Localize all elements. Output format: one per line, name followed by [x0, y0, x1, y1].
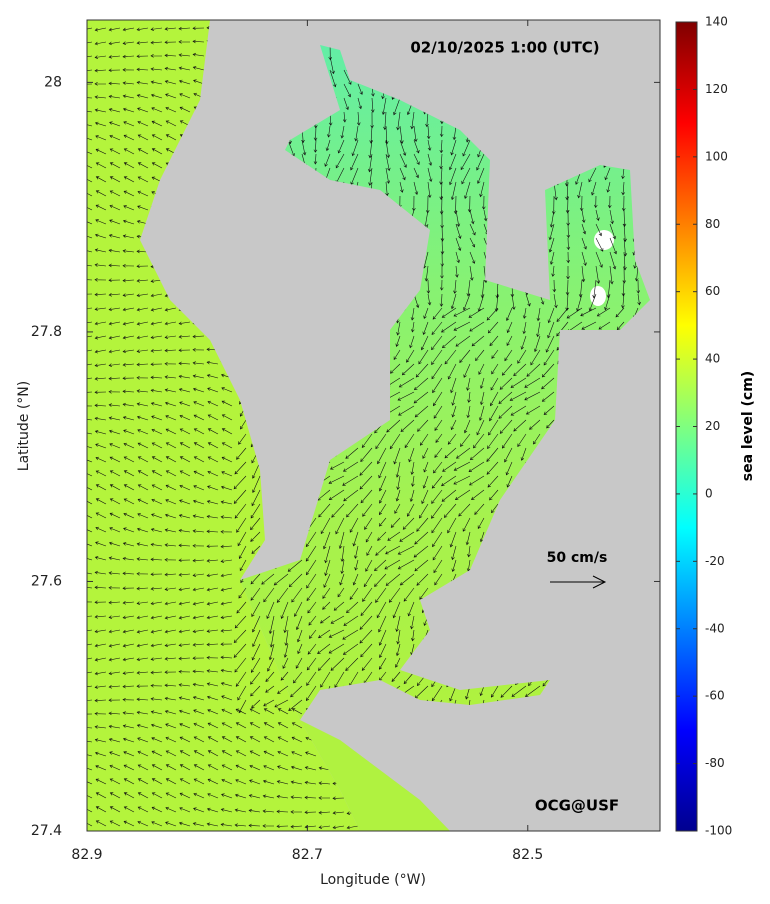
scale-arrow: [550, 575, 607, 589]
colorbar-tick-label: -100: [705, 824, 732, 838]
y-tick-label: 27.4: [31, 823, 62, 839]
island: [594, 230, 614, 250]
y-tick-label: 27.8: [31, 324, 62, 340]
colorbar-tick-label: -60: [705, 689, 725, 703]
y-tick-label: 28: [44, 74, 62, 90]
colorbar-tick-label: 40: [705, 352, 720, 366]
x-tick-label: 82.9: [71, 847, 102, 863]
colorbar-tick-label: 140: [705, 15, 728, 29]
coastal-water: [300, 720, 450, 831]
y-tick-label: 27.6: [31, 573, 62, 589]
colorbar-tick-label: 100: [705, 149, 728, 163]
colorbar-tick-label: -80: [705, 756, 725, 770]
scale-label: 50 cm/s: [547, 550, 608, 566]
credit: OCG@USF: [535, 797, 619, 815]
colorbar-tick-label: 60: [705, 284, 720, 298]
x-tick-label: 82.7: [292, 847, 323, 863]
x-tick-label: 82.5: [512, 847, 543, 863]
colorbar-label: sea level (cm): [740, 371, 756, 481]
plot-frame: [86, 19, 661, 832]
colorbar-tick-label: -20: [705, 554, 725, 568]
colorbar-tick-label: 80: [705, 217, 720, 231]
colorbar-tick-label: 20: [705, 419, 720, 433]
map-title: 02/10/2025 1:00 (UTC): [410, 39, 599, 57]
island: [590, 286, 606, 306]
colorbar-tick-label: -40: [705, 621, 725, 635]
colorbar-tick-label: 0: [705, 486, 713, 500]
y-axis-label: Latitude (°N): [16, 381, 32, 471]
colorbar-tick-label: 120: [705, 82, 728, 96]
gulf-water: [87, 20, 360, 831]
bay-water: [240, 45, 650, 720]
x-axis-label: Longitude (°W): [320, 872, 426, 888]
